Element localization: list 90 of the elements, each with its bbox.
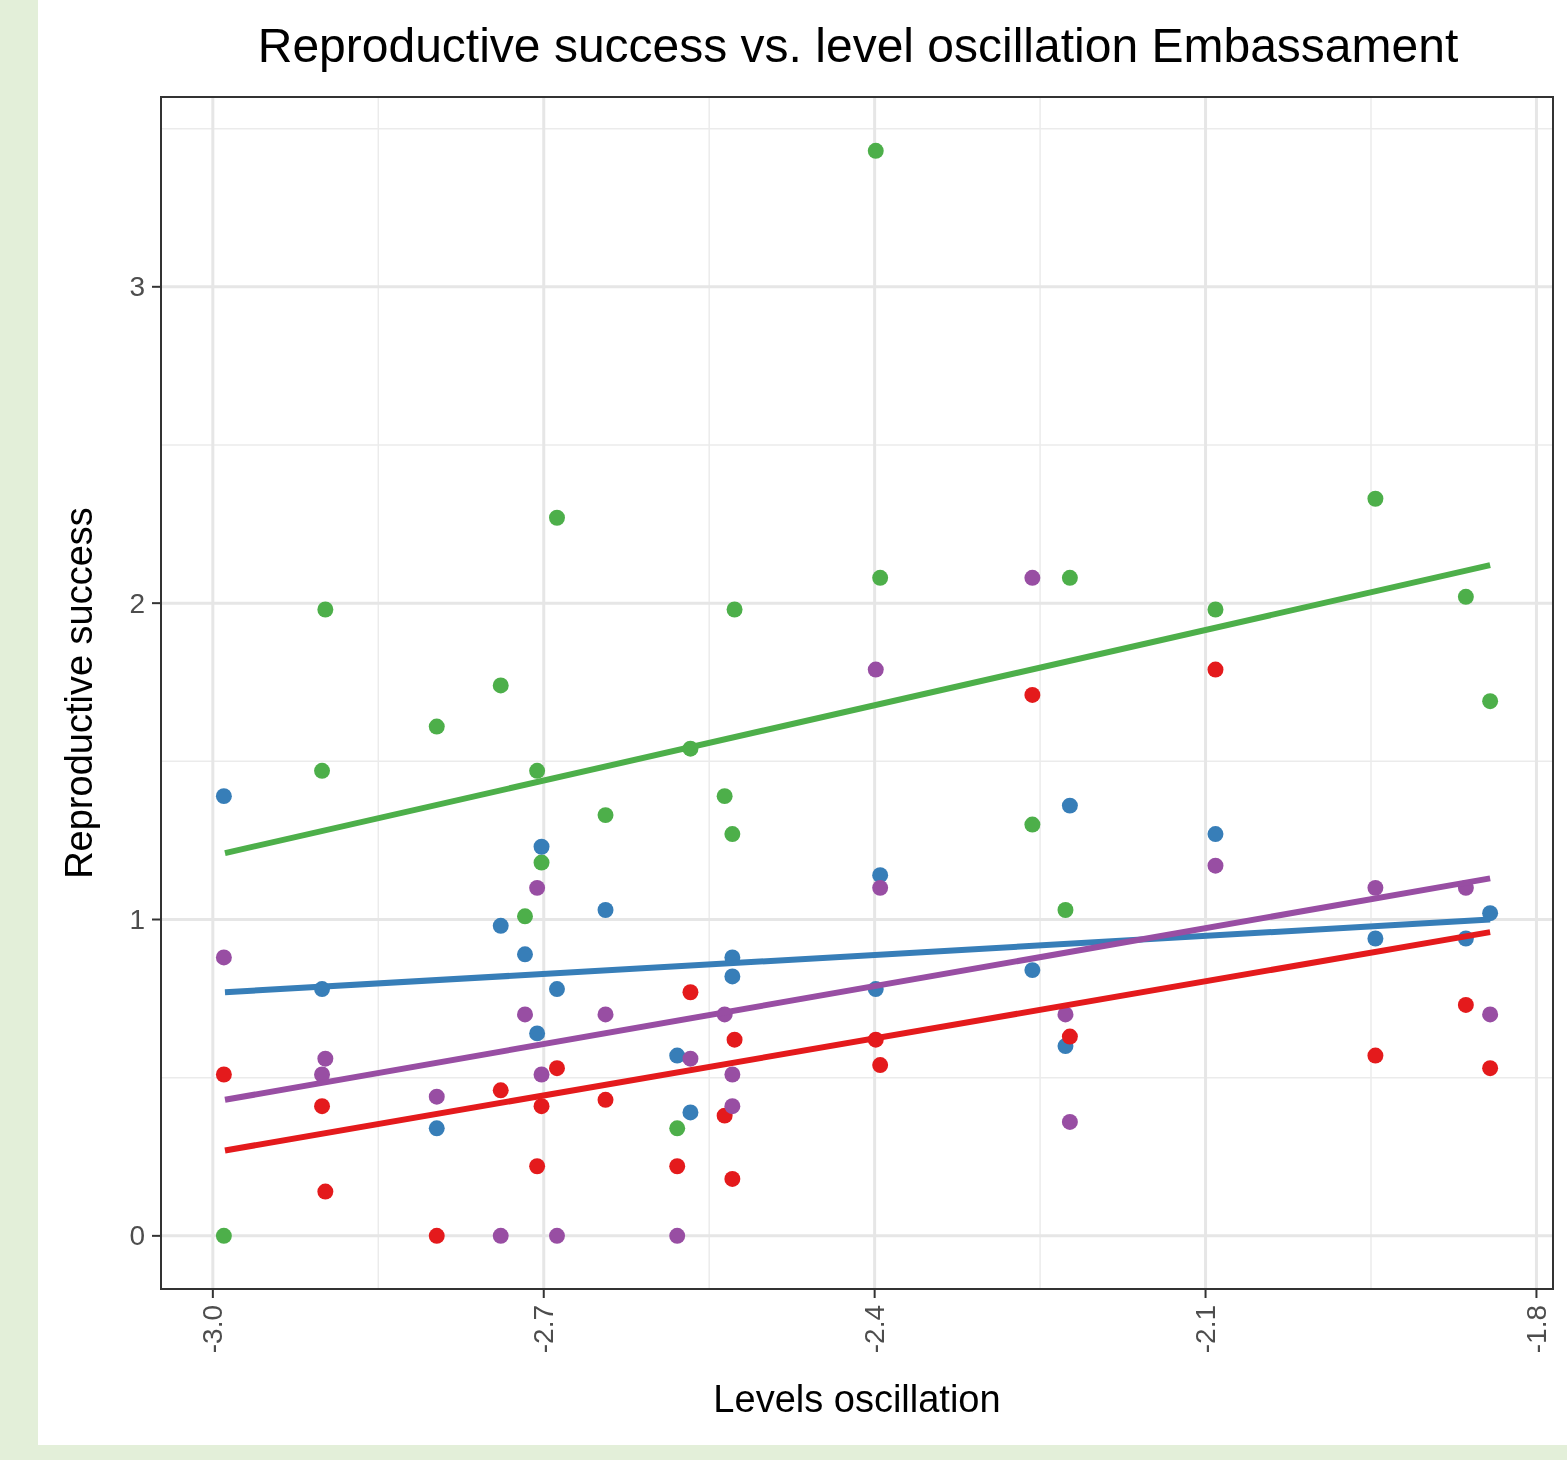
point: [533, 1098, 550, 1115]
point: [1367, 879, 1384, 896]
x-tick-label: -1.8: [1520, 1305, 1552, 1354]
point: [1024, 686, 1041, 703]
point: [428, 1088, 445, 1105]
point: [517, 1006, 533, 1023]
point: [517, 908, 533, 925]
point: [549, 981, 565, 998]
point: [533, 838, 550, 855]
point: [215, 1066, 232, 1083]
point: [1207, 826, 1224, 843]
point: [724, 968, 741, 985]
point: [1061, 1028, 1078, 1045]
point: [1367, 930, 1384, 947]
point: [529, 762, 546, 779]
point: [428, 1120, 445, 1137]
point: [1057, 902, 1074, 918]
point: [1024, 962, 1041, 979]
point: [724, 826, 741, 843]
chart-title: Reproductive success vs. level oscillation Embassament: [257, 19, 1459, 72]
point: [1024, 569, 1041, 586]
point: [682, 984, 699, 1001]
point: [1482, 693, 1499, 710]
y-tick-label: 0: [129, 1220, 145, 1252]
point: [669, 1158, 686, 1175]
point: [317, 1183, 334, 1200]
point: [492, 917, 509, 934]
point: [428, 718, 445, 735]
point: [529, 879, 546, 896]
x-tick-label: -3.0: [197, 1305, 229, 1354]
point: [1061, 569, 1078, 586]
point: [549, 1227, 565, 1244]
x-tick-label: -2.7: [528, 1305, 560, 1354]
point: [317, 1050, 334, 1067]
point: [492, 1227, 509, 1244]
point: [215, 788, 232, 805]
point: [1024, 816, 1041, 833]
point: [1367, 1047, 1384, 1064]
y-tick-label: 3: [129, 271, 145, 303]
x-tick-label: -2.4: [859, 1305, 891, 1354]
point: [1207, 661, 1224, 678]
y-axis-title: Reproductive success: [58, 507, 100, 879]
point: [1457, 996, 1474, 1013]
point: [597, 807, 614, 824]
point: [597, 1006, 614, 1023]
point: [215, 1227, 232, 1244]
point: [682, 1050, 699, 1067]
point: [517, 946, 533, 963]
x-tick-label: -2.1: [1190, 1305, 1222, 1354]
point: [1207, 857, 1224, 874]
point: [669, 1120, 686, 1137]
point: [314, 1098, 331, 1115]
point: [428, 1227, 445, 1244]
point: [597, 902, 614, 918]
x-axis-title: Levels oscillation: [713, 1378, 1001, 1420]
point: [492, 1082, 509, 1099]
point: [872, 879, 889, 896]
point: [549, 1060, 565, 1077]
y-tick-label: 2: [129, 587, 145, 619]
point: [724, 1170, 741, 1187]
point: [669, 1227, 686, 1244]
point: [867, 661, 884, 678]
point: [724, 1066, 741, 1083]
point: [1061, 797, 1078, 814]
point: [597, 1091, 614, 1108]
point: [492, 677, 509, 694]
point: [867, 142, 884, 159]
point: [1367, 490, 1384, 507]
point: [1482, 1006, 1499, 1023]
point: [533, 854, 550, 871]
y-tick-label: 1: [129, 904, 145, 936]
point: [529, 1025, 546, 1042]
point: [1482, 1060, 1499, 1077]
point: [669, 1047, 686, 1064]
point: [317, 601, 334, 618]
point: [682, 1104, 699, 1121]
point: [1061, 1114, 1078, 1130]
point: [1207, 601, 1224, 618]
point: [533, 1066, 550, 1083]
point: [716, 788, 733, 805]
point: [726, 601, 743, 618]
point: [215, 949, 232, 966]
point: [724, 1098, 741, 1115]
point: [549, 509, 565, 526]
point: [872, 569, 889, 586]
point: [726, 1031, 743, 1048]
point: [529, 1158, 546, 1175]
point: [314, 762, 331, 779]
point: [1457, 588, 1474, 605]
point: [872, 1057, 889, 1073]
